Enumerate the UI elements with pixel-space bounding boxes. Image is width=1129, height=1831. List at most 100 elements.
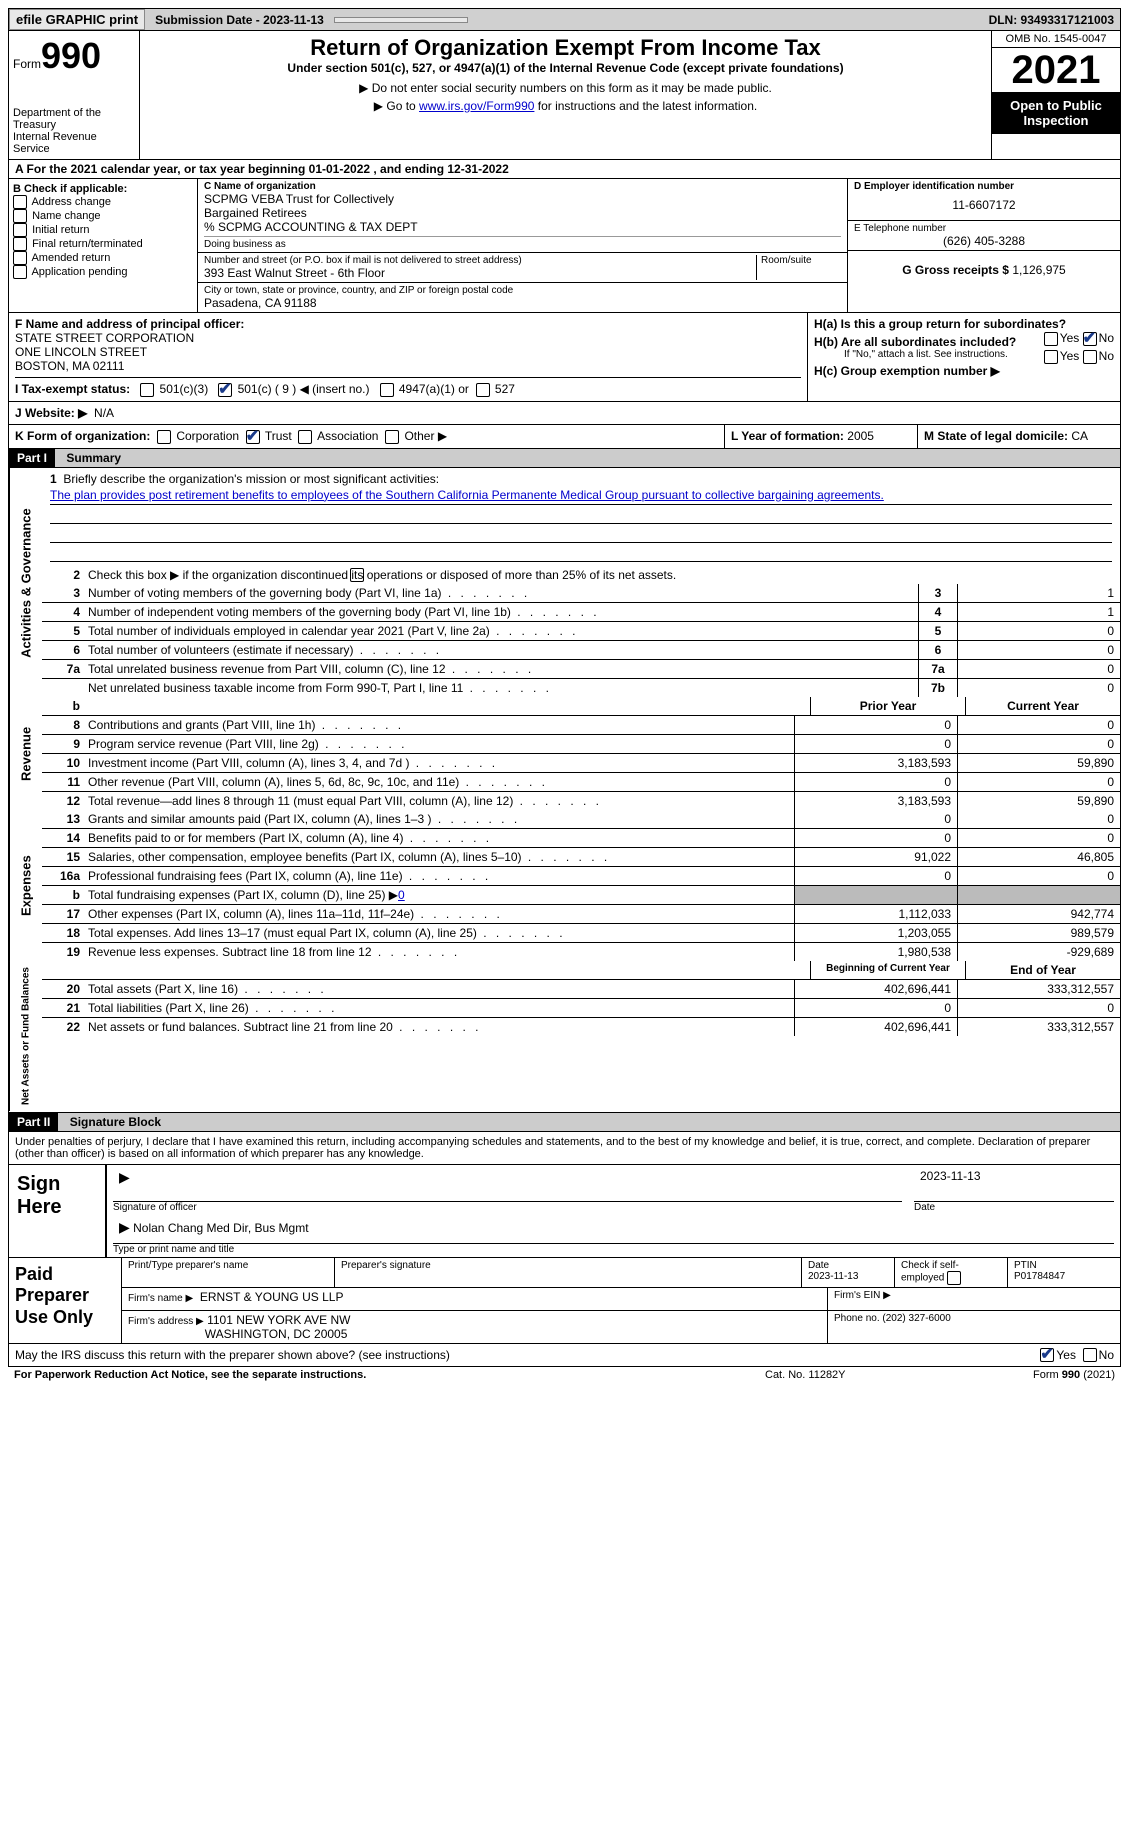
dln: DLN: 93493317121003 (983, 11, 1120, 29)
line-1-num: 1 (50, 472, 57, 486)
table-row: 3Number of voting members of the governi… (42, 584, 1120, 603)
check-self-employed[interactable] (947, 1271, 961, 1285)
state-domicile: CA (1071, 429, 1088, 443)
signature-block: Under penalties of perjury, I declare th… (8, 1132, 1121, 1368)
check-501c[interactable] (218, 383, 232, 397)
officer-addr2: BOSTON, MA 02111 (15, 359, 801, 373)
table-row: 22Net assets or fund balances. Subtract … (42, 1018, 1120, 1036)
paid-preparer-label: Paid Preparer Use Only (9, 1258, 122, 1343)
preparer-signature-label: Preparer's signature (335, 1258, 802, 1287)
officer-name: STATE STREET CORPORATION (15, 331, 801, 345)
activities-governance-section: Activities & Governance 1 Briefly descri… (8, 468, 1121, 698)
table-row: 10Investment income (Part VIII, column (… (42, 754, 1120, 773)
website-value: N/A (94, 406, 114, 420)
ha-yes[interactable] (1044, 332, 1058, 346)
expenses-section: Expenses 13Grants and similar amounts pa… (8, 810, 1121, 961)
table-row: 15Salaries, other compensation, employee… (42, 848, 1120, 867)
city-state-zip: Pasadena, CA 91188 (204, 296, 841, 310)
officer-addr1: ONE LINCOLN STREET (15, 345, 801, 359)
irs-link[interactable]: www.irs.gov/Form990 (419, 99, 534, 113)
efile-print-button[interactable]: efile GRAPHIC print (9, 9, 145, 30)
check-corporation[interactable] (157, 430, 171, 444)
prior-year-header: Prior Year (810, 697, 965, 715)
table-row: 21Total liabilities (Part X, line 26)00 (42, 999, 1120, 1018)
check-other[interactable] (385, 430, 399, 444)
check-501c3[interactable] (140, 383, 154, 397)
line-2-text: Check this box ▶ if the organization dis… (84, 566, 1120, 585)
tax-exempt-label: I Tax-exempt status: (15, 382, 130, 396)
check-name-change[interactable]: Name change (13, 209, 193, 223)
sign-here-label: Sign Here (9, 1165, 107, 1257)
org-name-3: % SCPMG ACCOUNTING & TAX DEPT (204, 220, 841, 234)
subtitle-1: Under section 501(c), 527, or 4947(a)(1)… (148, 61, 983, 75)
top-bar: efile GRAPHIC print Submission Date - 20… (8, 8, 1121, 31)
discuss-yes[interactable] (1040, 1348, 1054, 1362)
table-row: 14Benefits paid to or for members (Part … (42, 829, 1120, 848)
signature-date: 2023-11-13 (914, 1167, 1114, 1202)
revenue-section: Revenue b Prior Year Current Year 8Contr… (8, 697, 1121, 810)
officer-signature-label: Signature of officer (113, 1202, 902, 1213)
table-row: 18Total expenses. Add lines 13–17 (must … (42, 924, 1120, 943)
paperwork-notice: For Paperwork Reduction Act Notice, see … (14, 1369, 765, 1381)
officer-printed-name: Nolan Chang Med Dir, Bus Mgmt (133, 1221, 308, 1235)
print-name-label: Type or print name and title (113, 1244, 1114, 1255)
part-1-header: Part I Summary (8, 449, 1121, 468)
ha-group-return: H(a) Is this a group return for subordin… (814, 317, 1114, 331)
check-initial-return[interactable]: Initial return (13, 223, 193, 237)
subtitle-3: ▶ Go to www.irs.gov/Form990 for instruct… (148, 99, 983, 113)
org-name-2: Bargained Retirees (204, 206, 841, 220)
blank-button[interactable] (334, 17, 468, 23)
line-16b-text: Total fundraising expenses (Part IX, col… (84, 886, 794, 904)
table-row: 12Total revenue—add lines 8 through 11 (… (42, 792, 1120, 810)
firm-ein-label: Firm's EIN ▶ (828, 1288, 1120, 1310)
discuss-no[interactable] (1083, 1348, 1097, 1362)
check-amended-return[interactable]: Amended return (13, 251, 193, 265)
check-application-pending[interactable]: Application pending (13, 265, 193, 279)
part-2-header: Part II Signature Block (8, 1113, 1121, 1132)
form-title: Return of Organization Exempt From Incom… (148, 35, 983, 61)
firm-phone: (202) 327-6000 (882, 1313, 950, 1324)
hb-no[interactable] (1083, 350, 1097, 364)
hc-group-exemption: H(c) Group exemption number ▶ (814, 364, 1114, 378)
row-fh: F Name and address of principal officer:… (8, 313, 1121, 402)
submission-date: Submission Date - 2023-11-13 (149, 11, 330, 29)
check-final-return[interactable]: Final return/terminated (13, 237, 193, 251)
check-discontinued[interactable] (350, 568, 364, 582)
gross-receipts-label: G Gross receipts $ (902, 263, 1009, 277)
check-address-change[interactable]: Address change (13, 195, 193, 209)
row-a-tax-year: A For the 2021 calendar year, or tax yea… (8, 160, 1121, 179)
side-label-netassets: Net Assets or Fund Balances (9, 961, 42, 1111)
end-year-header: End of Year (965, 961, 1120, 979)
table-row: 16aProfessional fundraising fees (Part I… (42, 867, 1120, 886)
firm-address-1: 1101 NEW YORK AVE NW (207, 1313, 350, 1327)
officer-label: F Name and address of principal officer: (15, 317, 801, 331)
phone-label: E Telephone number (854, 223, 1114, 234)
beginning-year-header: Beginning of Current Year (810, 961, 965, 979)
check-association[interactable] (298, 430, 312, 444)
check-4947[interactable] (380, 383, 394, 397)
section-b-label: B Check if applicable: (13, 183, 193, 195)
side-label-expenses: Expenses (9, 810, 42, 961)
hb-yes[interactable] (1044, 350, 1058, 364)
room-label: Room/suite (761, 255, 841, 266)
row-klm: K Form of organization: Corporation Trus… (8, 425, 1121, 449)
table-row: 19Revenue less expenses. Subtract line 1… (42, 943, 1120, 961)
check-trust[interactable] (246, 430, 260, 444)
table-row: 20Total assets (Part X, line 16)402,696,… (42, 980, 1120, 999)
ptin-value: P01784847 (1014, 1271, 1065, 1282)
form-header: Form990 Department of the Treasury Inter… (8, 31, 1121, 160)
address-label: Number and street (or P.O. box if mail i… (204, 255, 756, 266)
catalog-number: Cat. No. 11282Y (765, 1369, 965, 1381)
table-row: 6Total number of volunteers (estimate if… (42, 641, 1120, 660)
net-assets-section: Net Assets or Fund Balances Beginning of… (8, 961, 1121, 1112)
subtitle-2: ▶ Do not enter social security numbers o… (148, 81, 983, 95)
side-label-ag: Activities & Governance (9, 468, 42, 698)
firm-name: ERNST & YOUNG US LLP (200, 1290, 344, 1304)
table-row: Net unrelated business taxable income fr… (42, 679, 1120, 697)
side-label-revenue: Revenue (9, 697, 42, 810)
omb-number: OMB No. 1545-0047 (992, 31, 1120, 48)
tax-year: 2021 (992, 48, 1120, 92)
form-number: Form990 (13, 35, 135, 77)
ha-no[interactable] (1083, 332, 1097, 346)
check-527[interactable] (476, 383, 490, 397)
